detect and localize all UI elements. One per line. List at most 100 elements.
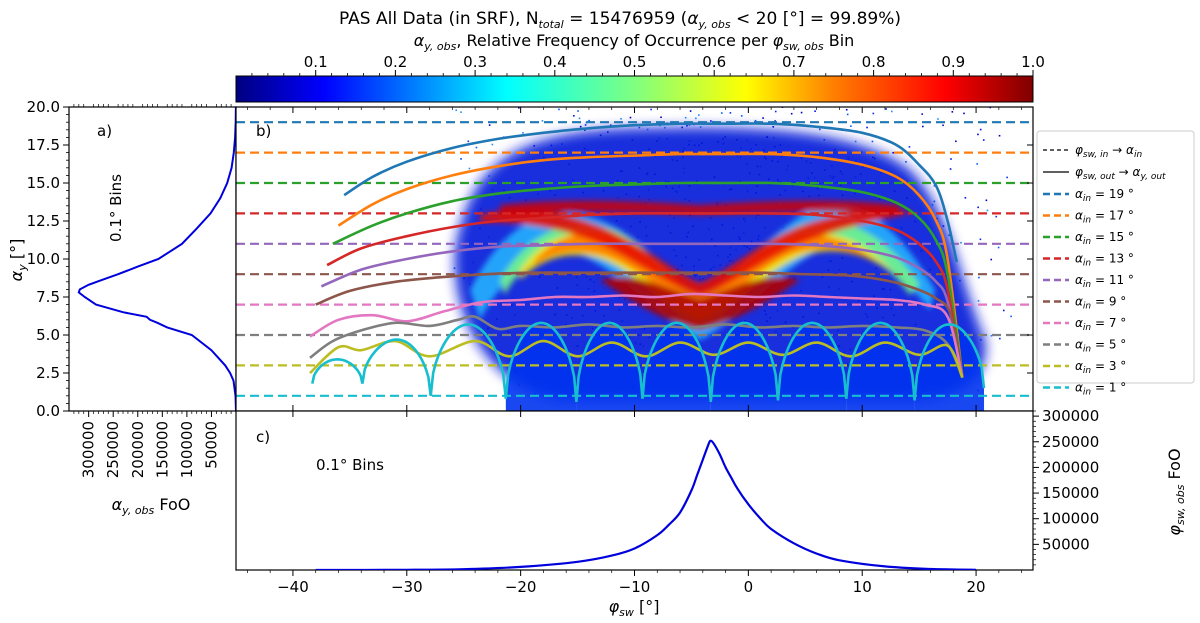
heatmap-dot	[921, 113, 923, 115]
heatmap-dot	[976, 163, 978, 165]
arch-fan	[914, 324, 985, 411]
heatmap-dot	[620, 117, 622, 120]
panel-c-frame	[235, 410, 1034, 571]
heatmap-dot	[949, 168, 952, 170]
panel-c-xtick-label: 20	[967, 578, 986, 596]
figure-title: PAS All Data (in SRF), Ntotal = 15476959…	[339, 9, 901, 31]
heatmap-dot	[998, 134, 1001, 137]
heatmap-dot	[695, 117, 697, 120]
panel-c-label: c)	[256, 428, 270, 446]
heatmap-dot	[584, 129, 586, 131]
heatmap-dot	[584, 103, 586, 105]
panel-c-ylabel: φsw, obs FoO	[1165, 448, 1187, 535]
legend-dashed-label: φsw, in → αin	[1075, 143, 1142, 160]
heatmap-dot	[740, 115, 743, 117]
legend-item-label: αin = 1 °	[1075, 381, 1126, 398]
panel-a-xtick-label: 300000	[80, 421, 98, 478]
heatmap-dot	[845, 108, 848, 111]
panel-a-foo-curve	[77, 107, 236, 411]
heatmap-dot	[1002, 309, 1005, 312]
heatmap-dot	[689, 110, 692, 112]
colorbar-tick-label: 0.5	[623, 53, 647, 71]
heatmap-dot	[937, 118, 939, 120]
heatmap-dot	[475, 146, 478, 149]
heatmap-dot	[995, 215, 998, 218]
heatmap-dot	[922, 125, 924, 128]
alpha-out-curve	[343, 122, 958, 263]
heatmap-blue-region	[454, 127, 986, 400]
panel-c-ticks: −40 −30 −20 −10 0 10 20 50000 100000 150000 200000…	[247, 407, 1099, 596]
panel-c-ytick-label: 100000	[1042, 510, 1099, 528]
legend-item-label: αin = 5 °	[1075, 338, 1126, 355]
heatmap-dot	[892, 151, 894, 154]
panel-a-ytick-label: 0.0	[36, 402, 60, 420]
heatmap-dot	[951, 111, 954, 113]
heatmap-dot	[819, 128, 821, 131]
heatmap-dot	[578, 117, 581, 120]
heatmap-dot	[933, 200, 936, 203]
panel-c-xlabel: φsw [°]	[609, 597, 660, 619]
heatmap-dot	[698, 114, 700, 116]
panel-a-ytick-label: 12.5	[27, 212, 60, 230]
panel-a-label: a)	[97, 122, 112, 140]
panel-c: −40 −30 −20 −10 0 10 20 50000 100000 150000 200000…	[235, 407, 1187, 619]
heatmap-dot	[999, 337, 1001, 340]
colorbar-tick-label: 0.8	[862, 53, 886, 71]
heatmap-dot	[577, 110, 579, 112]
heatmap-dot	[460, 111, 462, 113]
heatmap-dot	[977, 300, 980, 302]
heatmap-dot	[871, 140, 874, 143]
heatmap-dot	[772, 126, 775, 128]
heatmap-dot	[986, 209, 989, 212]
heatmap-dot	[979, 128, 982, 131]
heatmap-dot	[933, 185, 936, 187]
heatmap-dot	[468, 167, 471, 170]
panel-c-xtick-label: −10	[619, 578, 651, 596]
heatmap-dot	[850, 125, 852, 127]
heatmap-dot	[541, 120, 544, 122]
alpha-out-curve	[309, 339, 964, 379]
heatmap-dot	[964, 196, 967, 199]
panel-a-ytick-label: 17.5	[27, 136, 60, 154]
heatmap-dot	[978, 276, 980, 279]
heatmap-red-band	[480, 209, 915, 296]
alpha-out-curve	[315, 271, 964, 378]
heatmap-dot	[990, 334, 993, 337]
heatmap-dot	[990, 258, 993, 261]
heatmap-dot	[977, 133, 979, 136]
arch-fan	[576, 322, 643, 411]
colorbar-ticks: 0.1 0.2 0.3 0.4 0.5 0.6 0.7 0.8 0.9 1.0	[251, 53, 1045, 76]
arch-fan	[505, 322, 577, 411]
heatmap-dot	[650, 108, 652, 111]
legend-items: αin = 19 ° αin = 17 ° αin = 15 ° αin = 13 °…	[1043, 187, 1134, 398]
colorbar-tick-label: 0.6	[702, 53, 726, 71]
heatmap-dot	[891, 110, 893, 113]
heatmap-dot	[629, 116, 632, 119]
heatmap-dot	[814, 110, 816, 112]
panel-c-ytick-label: 50000	[1042, 535, 1090, 553]
legend-item-label: αin = 9 °	[1075, 295, 1126, 312]
panel-b-curves	[236, 121, 1033, 403]
heatmap-dot	[997, 246, 1000, 249]
heatmap-dot	[800, 111, 803, 114]
panel-a-ytick-label: 5.0	[36, 326, 60, 344]
panel-a-annotation: 0.1° Bins	[107, 174, 125, 242]
alpha-out-curve	[326, 211, 964, 378]
panel-a-ticks: 0.0 2.5 5.0 7.5 10.0 12.5 15.0 17.5 20.0 300000 25…	[27, 98, 232, 478]
heatmap-dot	[846, 113, 849, 116]
heatmap-dot	[885, 108, 887, 110]
panel-c-annotation: 0.1° Bins	[316, 456, 384, 474]
panel-a: 0.0 2.5 5.0 7.5 10.0 12.5 15.0 17.5 20.0 300000 25…	[7, 98, 237, 517]
colorbar-tick-label: 0.4	[543, 53, 567, 71]
colorbar-tick-label: 0.7	[782, 53, 806, 71]
heatmap-dot	[866, 126, 868, 129]
heatmap-dot	[754, 119, 757, 122]
alpha-out-curve	[337, 152, 964, 378]
heatmap-dot	[584, 124, 587, 126]
heatmap-dot	[573, 115, 575, 117]
panel-a-ytick-label: 10.0	[27, 250, 60, 268]
panel-c-foo-curve	[315, 439, 977, 570]
panel-a-xtick-label: 150000	[153, 421, 171, 478]
alpha-in-1-arch-curve	[311, 321, 986, 403]
